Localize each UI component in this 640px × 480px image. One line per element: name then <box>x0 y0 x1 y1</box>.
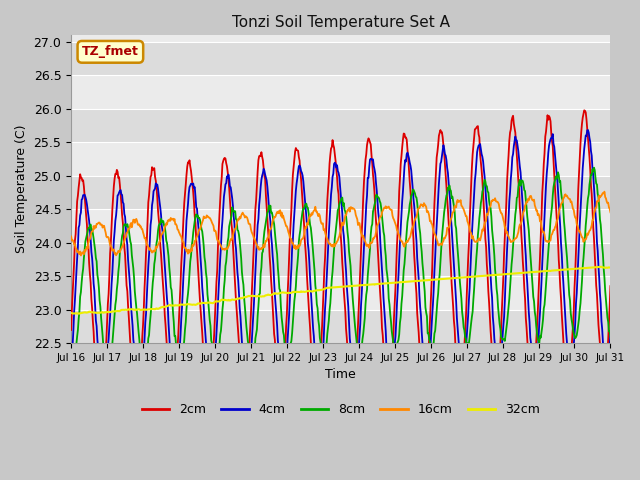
2cm <box>186 163 194 169</box>
X-axis label: Time: Time <box>325 368 356 381</box>
Bar <box>71 42 611 75</box>
Bar <box>71 75 611 109</box>
8cm <box>210 349 218 355</box>
4cm <box>386 370 394 375</box>
32cm <box>558 267 566 273</box>
Bar <box>71 176 611 209</box>
16cm <box>186 249 194 255</box>
Line: 4cm: 4cm <box>71 130 611 395</box>
2cm <box>439 134 447 140</box>
4cm <box>210 372 218 378</box>
Line: 2cm: 2cm <box>71 110 611 402</box>
Title: Tonzi Soil Temperature Set A: Tonzi Soil Temperature Set A <box>232 15 450 30</box>
Y-axis label: Soil Temperature (C): Soil Temperature (C) <box>15 125 28 253</box>
Bar <box>71 143 611 176</box>
4cm <box>67 361 75 367</box>
16cm <box>67 234 75 240</box>
16cm <box>333 239 341 244</box>
32cm <box>76 311 83 316</box>
Bar <box>71 9 611 42</box>
Text: TZ_fmet: TZ_fmet <box>82 45 139 59</box>
Bar <box>71 276 611 310</box>
4cm <box>186 183 194 189</box>
16cm <box>558 200 566 206</box>
Legend: 2cm, 4cm, 8cm, 16cm, 32cm: 2cm, 4cm, 8cm, 16cm, 32cm <box>136 398 545 421</box>
8cm <box>590 165 598 170</box>
8cm <box>439 227 447 232</box>
16cm <box>600 189 608 194</box>
32cm <box>333 284 341 290</box>
2cm <box>386 384 394 389</box>
4cm <box>100 392 108 397</box>
32cm <box>186 301 194 307</box>
2cm <box>67 327 75 333</box>
2cm <box>558 311 566 317</box>
32cm <box>210 300 218 306</box>
32cm <box>386 280 394 286</box>
2cm <box>333 174 341 180</box>
32cm <box>439 276 447 282</box>
8cm <box>558 195 566 201</box>
2cm <box>607 283 614 289</box>
Bar <box>71 310 611 343</box>
2cm <box>580 108 588 113</box>
2cm <box>97 399 105 405</box>
4cm <box>439 148 447 154</box>
32cm <box>607 265 614 271</box>
Bar <box>71 209 611 243</box>
16cm <box>439 240 447 245</box>
8cm <box>607 334 614 340</box>
Line: 8cm: 8cm <box>71 168 611 370</box>
8cm <box>186 259 194 264</box>
Line: 32cm: 32cm <box>71 267 611 313</box>
8cm <box>67 367 75 373</box>
8cm <box>386 301 394 307</box>
2cm <box>210 345 218 351</box>
32cm <box>598 264 605 270</box>
4cm <box>607 329 614 335</box>
32cm <box>67 310 75 316</box>
4cm <box>558 252 566 257</box>
16cm <box>77 252 84 258</box>
4cm <box>584 127 592 133</box>
Bar <box>71 243 611 276</box>
4cm <box>333 162 341 168</box>
16cm <box>210 223 218 228</box>
Line: 16cm: 16cm <box>71 192 611 255</box>
8cm <box>69 367 77 373</box>
Bar <box>71 109 611 143</box>
8cm <box>333 216 341 221</box>
16cm <box>607 209 614 215</box>
16cm <box>386 206 394 212</box>
